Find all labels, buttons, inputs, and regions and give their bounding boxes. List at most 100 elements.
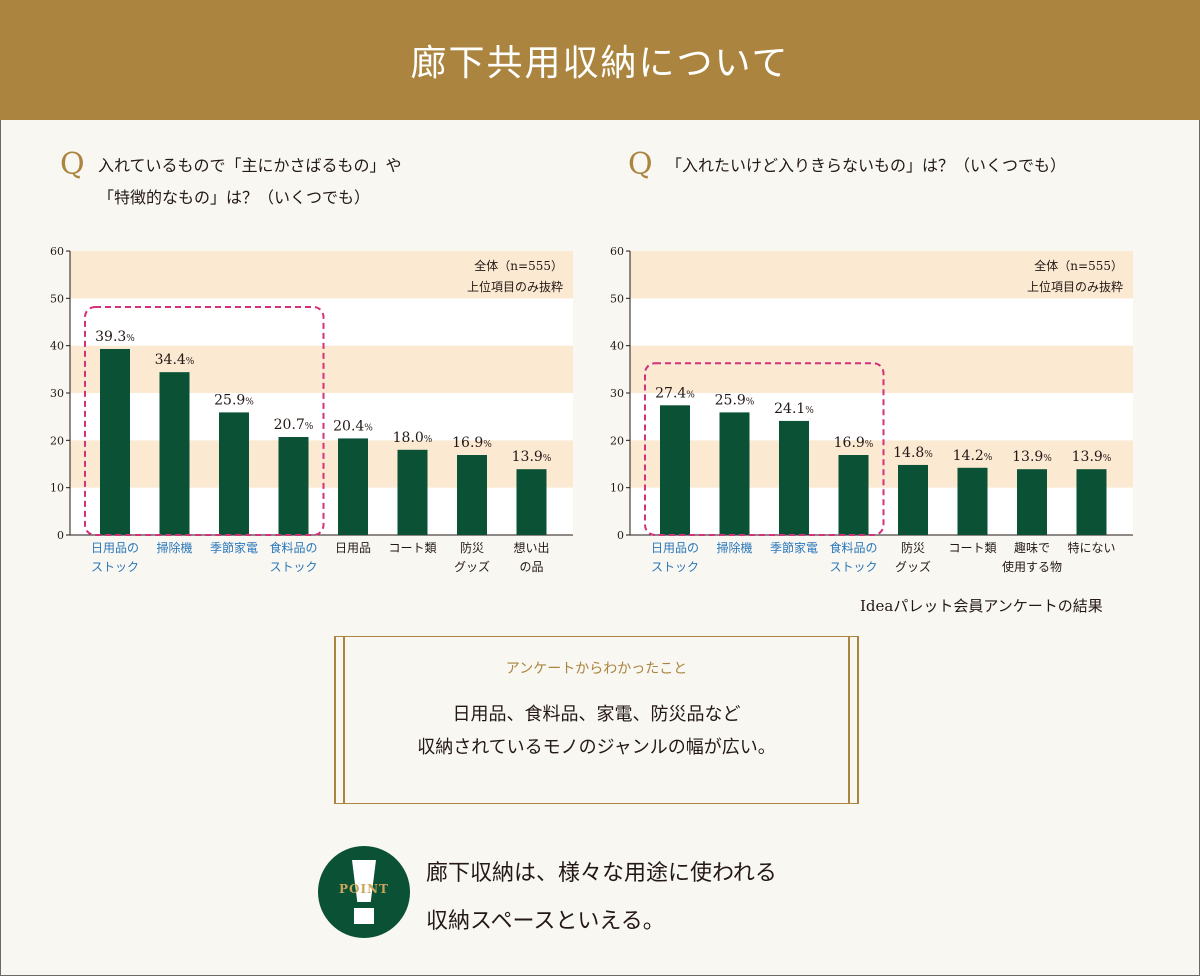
y-tick-label: 60	[50, 245, 64, 258]
highlight-box	[644, 362, 885, 536]
x-tick-label: の品	[519, 560, 543, 574]
bar	[397, 449, 428, 535]
bar	[1017, 469, 1047, 535]
y-tick-label: 30	[610, 387, 624, 400]
chart-note: 全体（n=555）	[474, 258, 563, 273]
y-tick-label: 50	[610, 292, 624, 305]
y-tick-label: 10	[610, 482, 624, 495]
point-line: 廊下収納は、様々な用途に使われる	[426, 861, 777, 886]
bar	[660, 405, 690, 535]
x-tick-label: 日用品の	[651, 541, 699, 555]
findings-body: 日用品、食料品、家電、防災品など 収納されているモノのジャンルの幅が広い。	[334, 698, 859, 764]
chart-band	[70, 298, 573, 346]
y-tick-label: 40	[610, 340, 624, 353]
point-text: 廊下収納は、様々な用途に使われる 収納スペースといえる。	[426, 850, 777, 946]
chart-band	[70, 487, 573, 535]
x-tick-label: 掃除機	[716, 540, 752, 555]
value-label: 20.4%	[333, 418, 373, 434]
bar	[1076, 469, 1107, 535]
value-label: 13.9%	[1012, 449, 1052, 465]
x-tick-label: 季節家電	[770, 540, 818, 555]
question-text: 入れているもので「主にかさばるもの」や 「特徴的なもの」は？（いくつでも）	[98, 150, 402, 214]
chart-band	[70, 393, 573, 441]
value-label: 34.4%	[155, 352, 195, 368]
bar-chart-2: 0 10 20 30 40 50 60 全体（n=555） 上位項目のみ抜粋 27.4% 日用品のス…	[610, 245, 1133, 574]
page-header: 廊下共用収納について	[0, 0, 1200, 120]
question-line: 入れているもので「主にかさばるもの」や	[98, 156, 402, 175]
x-tick-label: コート類	[388, 541, 436, 555]
source-note: Ideaパレット会員アンケートの結果	[860, 597, 1103, 615]
findings-title: アンケートからわかったこと	[505, 661, 688, 677]
x-tick-label: 日用品	[335, 541, 371, 555]
x-tick-label: 特にない	[1067, 540, 1115, 555]
chart-band	[630, 487, 1133, 535]
value-label: 16.9%	[452, 435, 492, 451]
y-tick-label: 30	[50, 387, 64, 400]
x-tick-label: 食料品の	[829, 540, 877, 555]
x-tick-label: 季節家電	[210, 540, 258, 555]
x-tick-label: 防災	[460, 540, 484, 555]
findings-line: 日用品、食料品、家電、防災品など	[452, 704, 741, 725]
question-line: 「特徴的なもの」は？（いくつでも）	[98, 188, 371, 207]
x-tick-label: コート類	[948, 541, 996, 555]
x-tick-label: ストック	[829, 560, 877, 574]
x-tick-label: 想い出	[513, 540, 549, 555]
findings-border	[334, 636, 859, 804]
value-label: 27.4%	[655, 385, 695, 401]
x-tick-label: 趣味で	[1014, 540, 1050, 555]
value-label: 13.9%	[512, 449, 552, 465]
point-label: POINT	[339, 882, 389, 896]
value-label: 24.1%	[774, 401, 814, 417]
bar-chart-1: 0 10 20 30 40 50 60 全体（n=555） 上位項目のみ抜粋 39.3% 日用品のス…	[50, 245, 573, 574]
y-tick-label: 20	[610, 434, 624, 447]
y-tick-label: 50	[50, 292, 64, 305]
page-title: 廊下共用収納について	[410, 43, 790, 84]
chart-note: 上位項目のみ抜粋	[467, 279, 563, 294]
value-label: 25.9%	[715, 392, 755, 408]
y-tick-label: 10	[50, 482, 64, 495]
value-label: 14.8%	[893, 445, 933, 461]
value-label: 20.7%	[274, 417, 314, 433]
bar	[100, 348, 130, 535]
bar	[957, 467, 988, 535]
x-tick-label: 食料品の	[269, 540, 317, 555]
y-tick-label: 40	[50, 340, 64, 353]
value-label: 39.3%	[95, 329, 135, 345]
bar	[457, 455, 487, 535]
chart-band	[630, 393, 1133, 441]
x-tick-label: 防災	[901, 540, 925, 555]
bar	[219, 412, 249, 535]
chart-band	[70, 440, 573, 488]
chart-note: 上位項目のみ抜粋	[1027, 279, 1123, 294]
chart-band	[630, 298, 1133, 346]
exclamation-dot	[354, 908, 374, 924]
chart-band	[630, 251, 1133, 299]
point-line: 収納スペースといえる。	[426, 909, 665, 934]
bar	[719, 412, 750, 535]
question-text: 「入れたいけど入りきらないもの」は？（いくつでも）	[666, 150, 1066, 182]
chart-band	[630, 440, 1133, 488]
q-mark: Q	[60, 147, 85, 182]
q-mark: Q	[628, 147, 653, 182]
value-label: 18.0%	[393, 430, 433, 446]
y-tick-label: 20	[50, 434, 64, 447]
x-tick-label: 日用品の	[91, 541, 139, 555]
bar	[278, 437, 309, 535]
point-badge: POINT	[318, 846, 410, 938]
value-label: 25.9%	[214, 392, 254, 408]
chart-band	[70, 345, 573, 393]
bar	[159, 372, 190, 535]
value-label: 14.2%	[953, 448, 993, 464]
y-tick-label: 0	[617, 529, 624, 542]
bar	[516, 469, 547, 535]
chart-band	[70, 251, 573, 299]
x-tick-label: 使用する物	[1002, 559, 1062, 574]
bar	[779, 420, 809, 535]
chart-band	[630, 345, 1133, 393]
question-line: 「入れたいけど入りきらないもの」は？（いくつでも）	[666, 156, 1067, 175]
bar	[838, 455, 869, 535]
x-tick-label: ストック	[651, 560, 699, 574]
x-tick-label: グッズ	[454, 559, 490, 574]
findings-line: 収納されているモノのジャンルの幅が広い。	[417, 737, 776, 758]
y-tick-label: 60	[610, 245, 624, 258]
